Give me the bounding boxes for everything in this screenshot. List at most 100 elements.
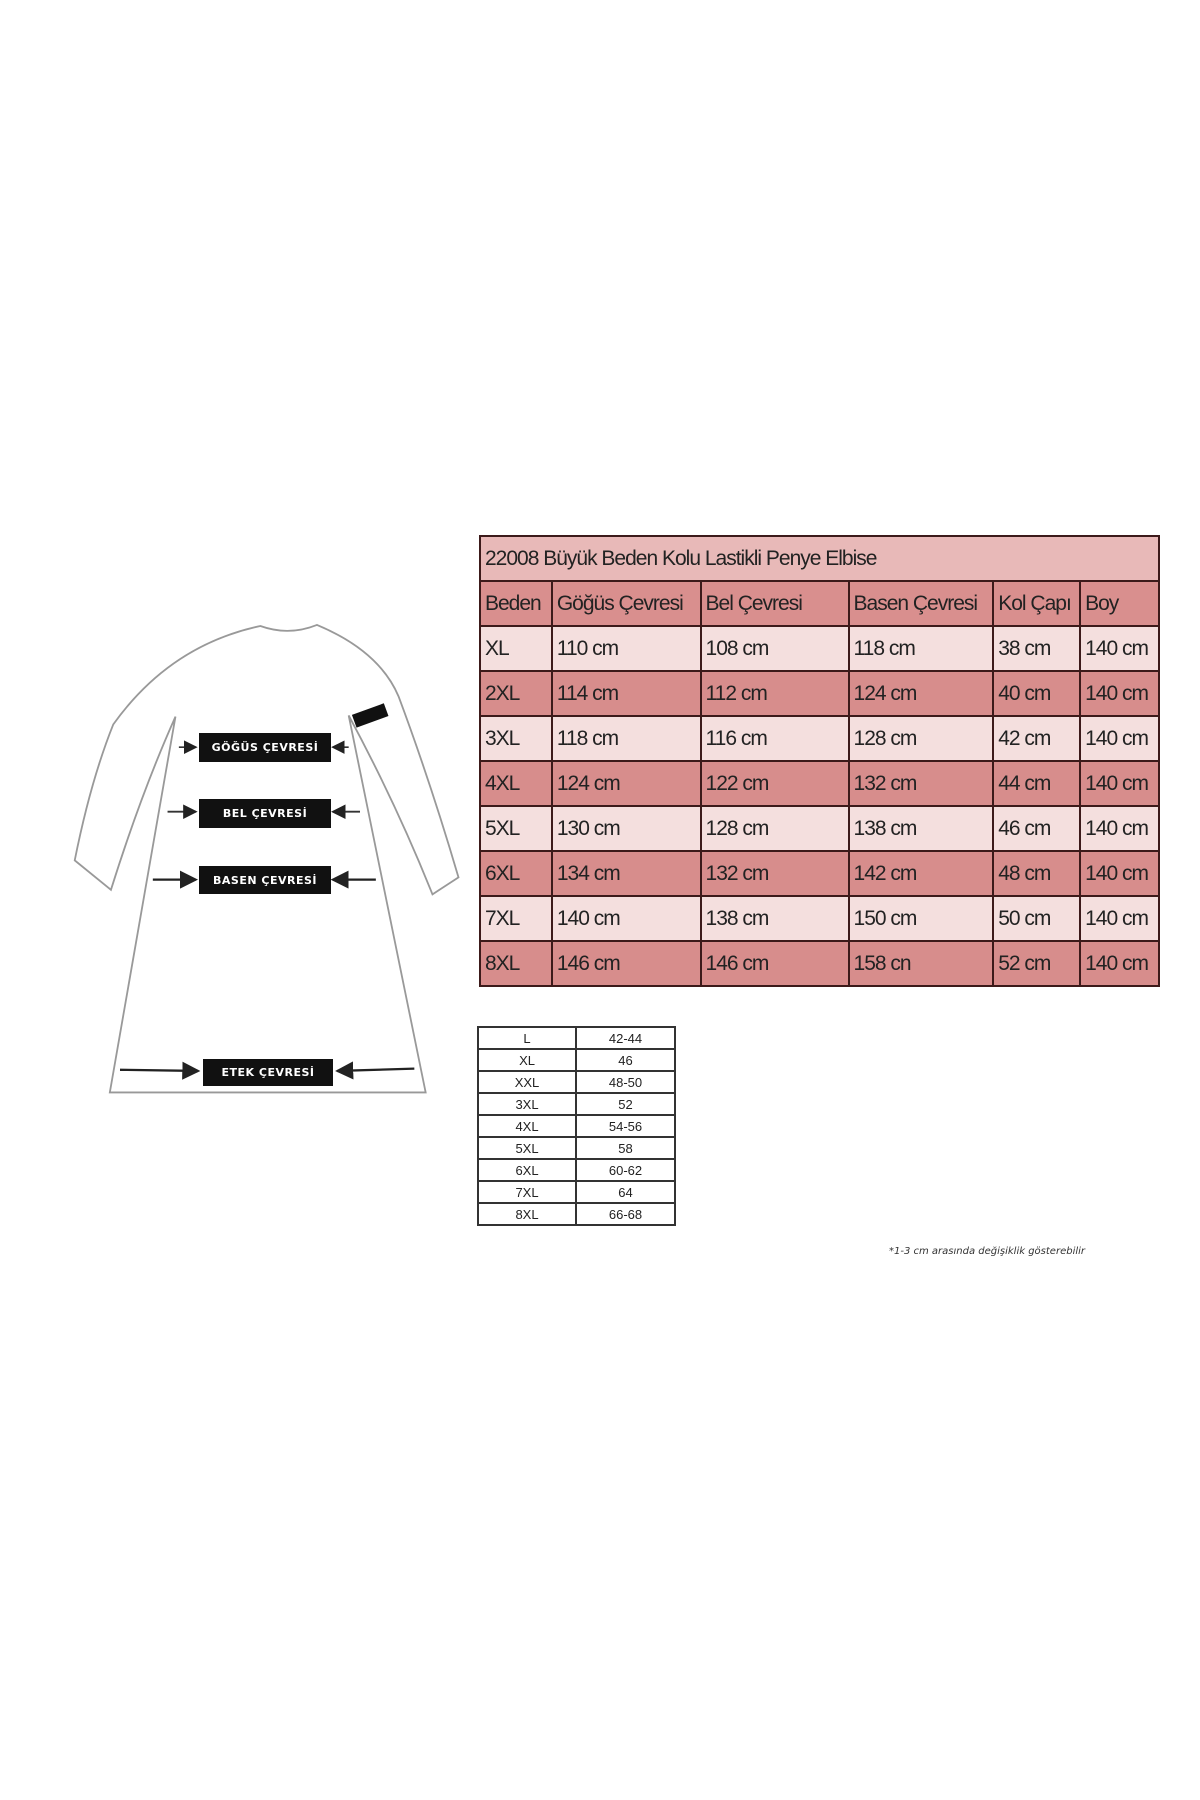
- sleeve-tag: [351, 703, 389, 728]
- table-cell: 52 cm: [992, 940, 1082, 987]
- table-cell: 112 cm: [699, 670, 850, 717]
- size-row: 6XL 60-62: [476, 1158, 676, 1182]
- arrow-hem-right: [335, 1061, 415, 1080]
- column-header: Bel Çevresi: [699, 580, 850, 627]
- size-cell: 7XL: [476, 1180, 578, 1204]
- size-cell: 58: [575, 1136, 676, 1160]
- table-cell: 128 cm: [699, 805, 850, 852]
- table-row: 6XL 134 cm 132 cm 142 cm 48 cm 140 cm: [479, 850, 1160, 897]
- table-cell: 158 cn: [847, 940, 995, 987]
- size-cell: 46: [575, 1048, 676, 1072]
- table-cell: 7XL: [479, 895, 553, 942]
- table-cell: 6XL: [479, 850, 553, 897]
- column-header: Kol Çapı: [992, 580, 1082, 627]
- size-cell: 42-44: [575, 1026, 676, 1050]
- size-cell: 52: [575, 1092, 676, 1116]
- table-cell: 48 cm: [992, 850, 1082, 897]
- table-cell: 138 cm: [847, 805, 995, 852]
- table-row: 2XL 114 cm 112 cm 124 cm 40 cm 140 cm: [479, 670, 1160, 717]
- table-cell: 8XL: [479, 940, 553, 987]
- size-row: 8XL 66-68: [476, 1202, 676, 1226]
- table-cell: 146 cm: [550, 940, 702, 987]
- size-row: 3XL 52: [476, 1092, 676, 1116]
- table-cell: 140 cm: [1079, 850, 1160, 897]
- size-row: 5XL 58: [476, 1136, 676, 1160]
- table-cell: 38 cm: [992, 625, 1082, 672]
- table-cell: 140 cm: [1079, 760, 1160, 807]
- hip-label: BASEN ÇEVRESİ: [199, 866, 331, 894]
- table-cell: 122 cm: [699, 760, 850, 807]
- size-measurement-table: 22008 Büyük Beden Kolu Lastikli Penye El…: [479, 535, 1160, 987]
- size-row: L 42-44: [476, 1026, 676, 1050]
- size-row: XL 46: [476, 1048, 676, 1072]
- size-cell: 66-68: [575, 1202, 676, 1226]
- table-row: 4XL 124 cm 122 cm 132 cm 44 cm 140 cm: [479, 760, 1160, 807]
- header-row: Beden Göğüs Çevresi Bel Çevresi Basen Çevre…: [479, 580, 1160, 627]
- arrow-hem-left: [119, 1061, 201, 1080]
- table-cell: 140 cm: [1079, 805, 1160, 852]
- table-cell: 42 cm: [992, 715, 1082, 762]
- size-cell: 64: [575, 1180, 676, 1204]
- size-cell: 48-50: [575, 1070, 676, 1094]
- table-cell: 140 cm: [1079, 715, 1160, 762]
- table-cell: 128 cm: [847, 715, 995, 762]
- hem-label: ETEK ÇEVRESİ: [203, 1059, 333, 1086]
- size-cell: 3XL: [476, 1092, 578, 1116]
- table-cell: 118 cm: [847, 625, 995, 672]
- table-cell: 118 cm: [550, 715, 702, 762]
- size-cell: 8XL: [476, 1202, 578, 1226]
- table-title: 22008 Büyük Beden Kolu Lastikli Penye El…: [479, 535, 1160, 582]
- chest-label: GÖĞÜS ÇEVRESİ: [199, 733, 331, 762]
- table-cell: 140 cm: [550, 895, 702, 942]
- table-cell: 146 cm: [699, 940, 850, 987]
- size-cell: 60-62: [575, 1158, 676, 1182]
- waist-label: BEL ÇEVRESİ: [199, 799, 331, 828]
- table-cell: XL: [479, 625, 553, 672]
- footnote: *1-3 cm arasında değişiklik gösterebilir: [889, 1246, 1086, 1257]
- size-cell: XL: [476, 1048, 578, 1072]
- column-header: Basen Çevresi: [847, 580, 995, 627]
- table-cell: 132 cm: [699, 850, 850, 897]
- size-row: 7XL 64: [476, 1180, 676, 1204]
- table-row: XL 110 cm 108 cm 118 cm 38 cm 140 cm: [479, 625, 1160, 672]
- table-cell: 40 cm: [992, 670, 1082, 717]
- table-row: 3XL 118 cm 116 cm 128 cm 42 cm 140 cm: [479, 715, 1160, 762]
- table-cell: 140 cm: [1079, 670, 1160, 717]
- column-header: Boy: [1079, 580, 1160, 627]
- table-cell: 142 cm: [847, 850, 995, 897]
- table-cell: 2XL: [479, 670, 553, 717]
- table-cell: 46 cm: [992, 805, 1082, 852]
- table-cell: 132 cm: [847, 760, 995, 807]
- table-cell: 4XL: [479, 760, 553, 807]
- table-cell: 3XL: [479, 715, 553, 762]
- table-cell: 130 cm: [550, 805, 702, 852]
- table-cell: 140 cm: [1079, 895, 1160, 942]
- dress-outline: [73, 623, 460, 1094]
- size-cell: 6XL: [476, 1158, 578, 1182]
- size-conversion-table: L 42-44 XL 46 XXL 48-50 3XL 52 4XL 54-56 5XL 58 6XL 6…: [476, 1026, 676, 1226]
- table-cell: 134 cm: [550, 850, 702, 897]
- size-row: 4XL 54-56: [476, 1114, 676, 1138]
- table-cell: 114 cm: [550, 670, 702, 717]
- table-row: 7XL 140 cm 138 cm 150 cm 50 cm 140 cm: [479, 895, 1160, 942]
- table-cell: 138 cm: [699, 895, 850, 942]
- table-cell: 124 cm: [550, 760, 702, 807]
- table-cell: 124 cm: [847, 670, 995, 717]
- table-cell: 140 cm: [1079, 940, 1160, 987]
- table-cell: 5XL: [479, 805, 553, 852]
- table-row: 8XL 146 cm 146 cm 158 cn 52 cm 140 cm: [479, 940, 1160, 987]
- size-cell: XXL: [476, 1070, 578, 1094]
- size-cell: 54-56: [575, 1114, 676, 1138]
- table-cell: 108 cm: [699, 625, 850, 672]
- size-cell: 4XL: [476, 1114, 578, 1138]
- table-cell: 150 cm: [847, 895, 995, 942]
- table-cell: 140 cm: [1079, 625, 1160, 672]
- table-cell: 50 cm: [992, 895, 1082, 942]
- size-cell: L: [476, 1026, 578, 1050]
- table-cell: 110 cm: [550, 625, 702, 672]
- column-header: Beden: [479, 580, 553, 627]
- size-cell: 5XL: [476, 1136, 578, 1160]
- column-header: Göğüs Çevresi: [550, 580, 702, 627]
- size-row: XXL 48-50: [476, 1070, 676, 1094]
- table-cell: 44 cm: [992, 760, 1082, 807]
